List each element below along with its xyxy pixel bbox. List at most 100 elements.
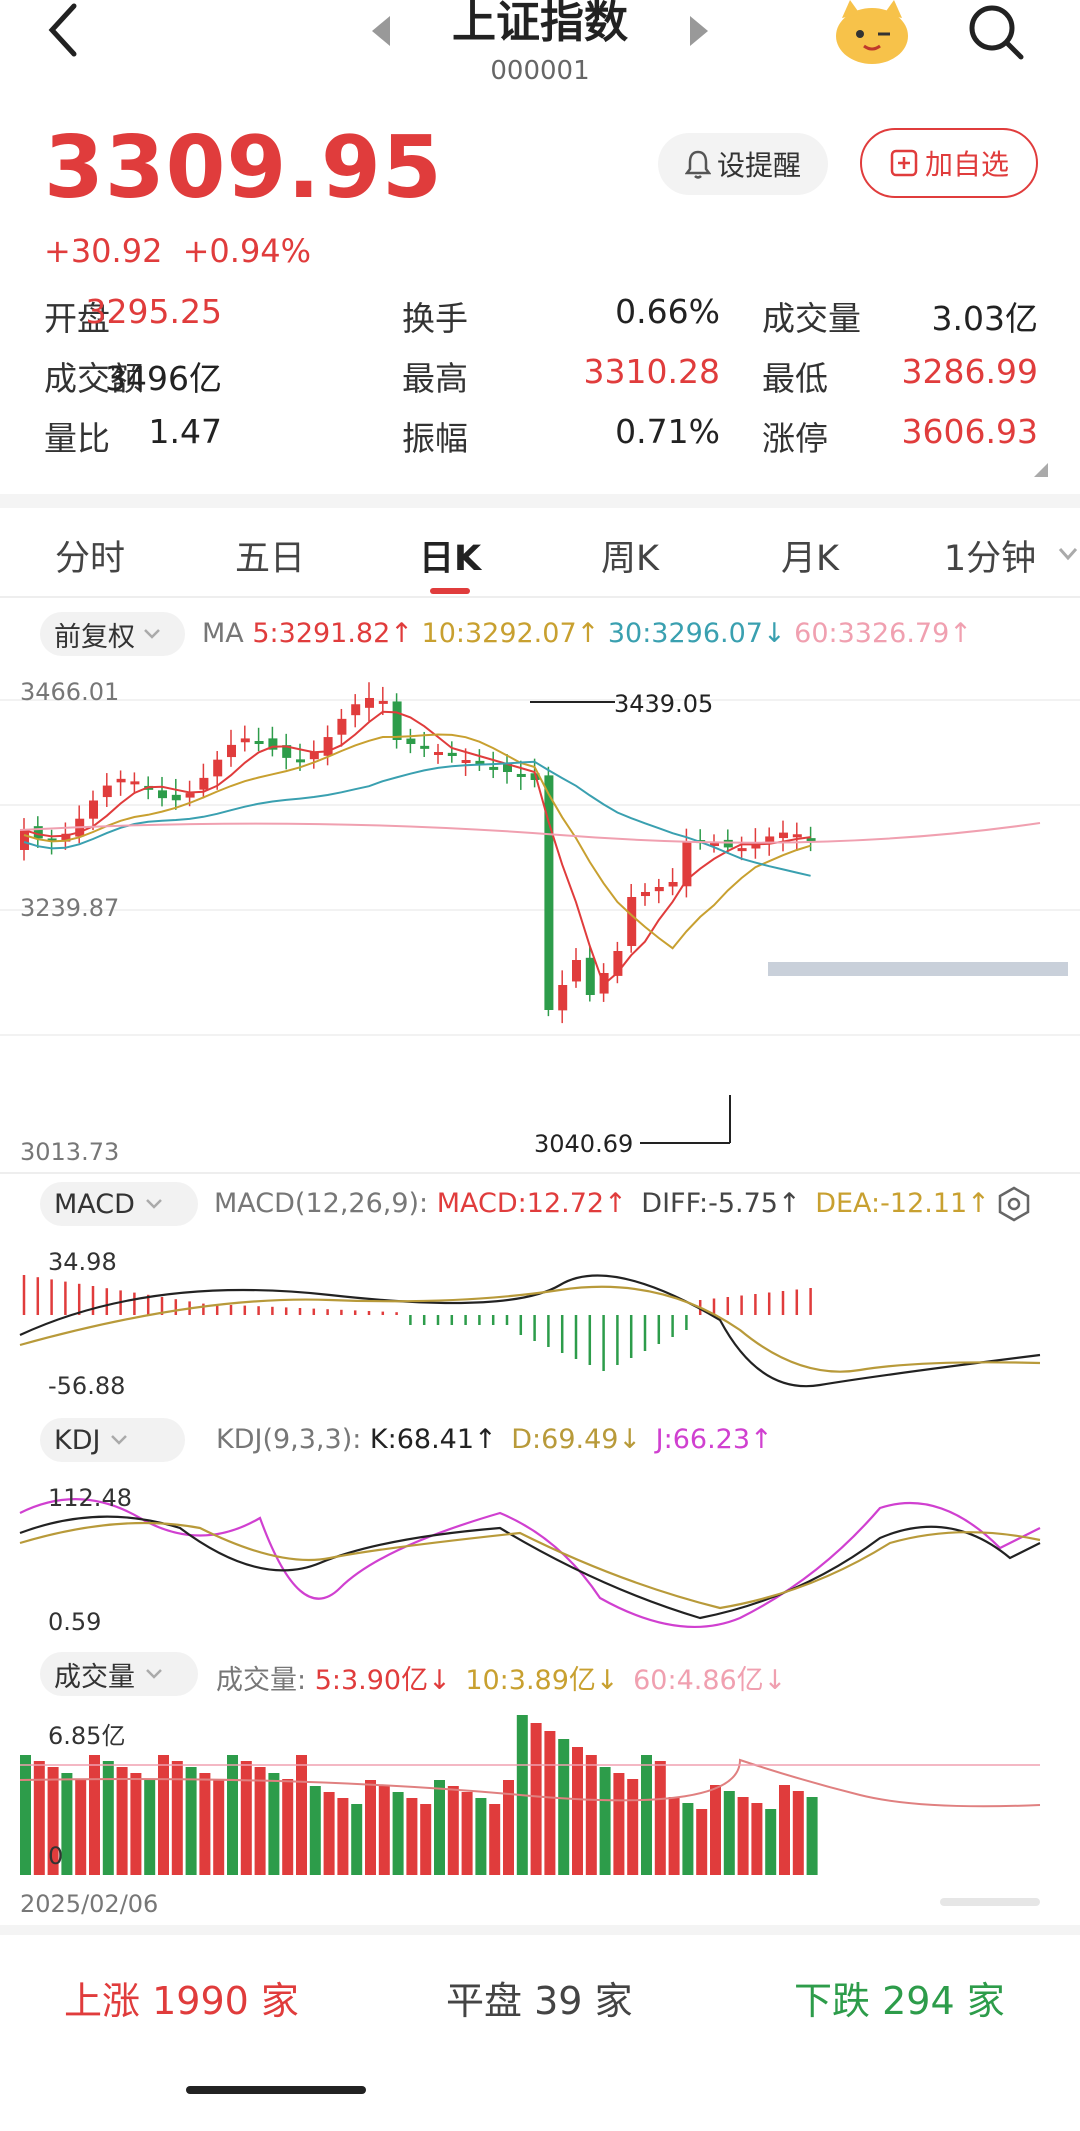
- change-percent: +0.94%: [182, 232, 312, 270]
- stat-label: 成交量: [762, 299, 861, 338]
- macd-settings-button[interactable]: [996, 1186, 1032, 1222]
- candle-body: [779, 832, 788, 839]
- tab-3[interactable]: 周K: [601, 539, 659, 579]
- candle-body: [47, 838, 57, 842]
- volume-bar: [751, 1803, 763, 1875]
- kline-y-mid-label: 3239.87: [20, 894, 120, 922]
- candle-body: [282, 745, 292, 758]
- ma-legend: MA 5:3291.82↑ 10:3292.07↑ 30:3296.07↓ 60…: [202, 618, 972, 649]
- tab-1[interactable]: 五日: [234, 539, 305, 579]
- prev-index-button[interactable]: [368, 14, 394, 48]
- volume-bar: [75, 1779, 87, 1875]
- candle-body: [572, 960, 581, 982]
- mascot-button[interactable]: [832, 0, 912, 66]
- stat-label: 振幅: [402, 419, 468, 458]
- volume-bar: [47, 1767, 59, 1875]
- kdj-y-min-label: 0.59: [48, 1608, 102, 1636]
- candle-body: [130, 781, 140, 785]
- tabs-divider: [0, 596, 1080, 598]
- candle-body: [365, 697, 374, 708]
- volume-ma-line: [19, 1758, 1041, 1808]
- volume-bar: [434, 1780, 445, 1875]
- volume-bar: [351, 1804, 363, 1875]
- candle-body: [475, 760, 485, 764]
- volume-bar: [406, 1798, 418, 1875]
- change-amount: +30.92: [44, 232, 163, 270]
- volume-chart: [19, 1715, 1041, 1875]
- search-button[interactable]: [966, 2, 1026, 62]
- advancers: 上涨 1990 家: [64, 1970, 299, 2025]
- volume-dropdown[interactable]: 成交量: [40, 1652, 198, 1696]
- set-alert-button[interactable]: 设提醒: [658, 133, 828, 195]
- volume-bar: [89, 1755, 100, 1875]
- candle-body: [116, 778, 126, 783]
- tab-5[interactable]: 1分钟: [943, 539, 1037, 579]
- volume-bar: [323, 1792, 335, 1875]
- volume-bar: [20, 1755, 31, 1875]
- next-index-button[interactable]: [686, 14, 712, 48]
- ma60-value: 60:3326.79↑: [794, 618, 972, 649]
- candle-body: [461, 760, 471, 763]
- stat-label: 最低: [762, 359, 828, 398]
- tab-4[interactable]: 月K: [781, 539, 839, 579]
- volume-bar: [682, 1803, 694, 1875]
- search-icon: [969, 5, 1024, 60]
- kdj-params: KDJ(9,3,3):: [216, 1424, 362, 1455]
- candle-body: [516, 773, 526, 777]
- stat-label: 换手: [402, 299, 468, 338]
- scroll-indicator: [940, 1898, 1040, 1906]
- candle-body: [102, 785, 112, 798]
- section-divider: [0, 494, 1080, 508]
- kline-y-max-label: 3466.01: [20, 678, 120, 706]
- candle-body: [585, 957, 595, 995]
- volume-bar: [116, 1767, 128, 1875]
- kdj-dropdown[interactable]: KDJ: [40, 1418, 185, 1462]
- chart-divider: [0, 1172, 1080, 1174]
- advancers-unit: 家: [260, 1979, 299, 2023]
- macd-chart: [19, 1274, 1041, 1388]
- volume-bar: [309, 1786, 321, 1875]
- stat-value: 3310.28: [583, 352, 720, 391]
- chevron-down-icon: [144, 629, 160, 639]
- volume-bar: [530, 1723, 542, 1875]
- kdj-chart: [19, 1498, 1041, 1628]
- kdj-j-line: [19, 1498, 1041, 1628]
- dea-line: [19, 1285, 1041, 1373]
- candle-body: [544, 775, 554, 1010]
- volume-bar: [296, 1755, 307, 1875]
- candle-body: [378, 700, 388, 704]
- add-watchlist-button[interactable]: 加自选: [860, 128, 1038, 198]
- candle-body: [20, 830, 29, 850]
- volume-bar: [558, 1739, 570, 1875]
- stat-label: 量比: [44, 419, 110, 458]
- macd-dropdown[interactable]: MACD: [40, 1182, 198, 1226]
- kdj-j-value: J:66.23↑: [655, 1424, 773, 1455]
- candle-body: [240, 738, 250, 743]
- volume-bar: [641, 1755, 652, 1875]
- mascot-face-icon: [836, 0, 908, 64]
- candle-body: [268, 738, 278, 750]
- candle-body: [434, 752, 443, 755]
- tab-2[interactable]: 日K: [418, 539, 482, 579]
- back-button[interactable]: [38, 0, 88, 60]
- tab-0[interactable]: 分时: [54, 539, 125, 579]
- adjust-label: 前复权: [54, 621, 135, 653]
- volume-bar: [254, 1767, 266, 1875]
- ma5-value: 5:3291.82↑: [252, 618, 413, 649]
- page-title: 上证指数: [452, 0, 628, 48]
- volume-bar: [268, 1773, 280, 1875]
- start-date-label: 2025/02/06: [20, 1890, 159, 1918]
- volume-ma60: 60:4.86亿↓: [633, 1665, 787, 1696]
- adjust-dropdown[interactable]: 前复权: [40, 612, 185, 656]
- kline-high-annotation: 3439.05: [614, 690, 714, 718]
- volume-bar: [447, 1786, 459, 1875]
- candle-body: [213, 759, 223, 777]
- decliners-count: 294: [882, 1979, 955, 2023]
- kdj-d-value: D:69.49↓: [511, 1424, 642, 1455]
- chevron-down-icon[interactable]: [1058, 546, 1078, 561]
- kline-chart[interactable]: [0, 665, 1080, 1175]
- candle-body: [227, 744, 236, 758]
- expand-corner-icon[interactable]: [1034, 462, 1048, 477]
- ma-line: [23, 733, 811, 950]
- ma10-value: 10:3292.07↑: [421, 618, 600, 649]
